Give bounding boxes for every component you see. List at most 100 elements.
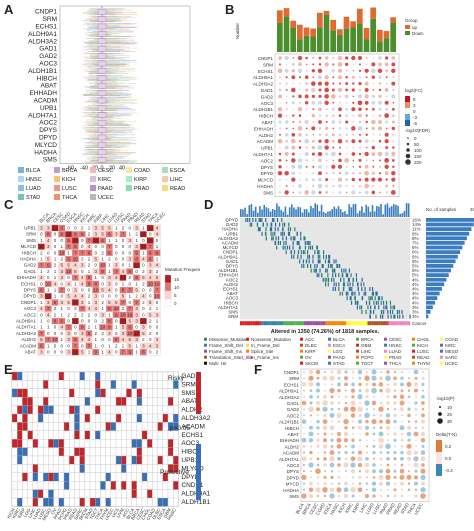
cancer-strip bbox=[393, 321, 396, 326]
mut-legend-label: Frame_Shift_Del bbox=[209, 343, 243, 348]
grid-cell bbox=[110, 405, 117, 415]
dot bbox=[311, 87, 316, 93]
grid-cell bbox=[147, 481, 153, 490]
dot bbox=[284, 68, 289, 73]
tmb-bar bbox=[344, 211, 346, 217]
grid-cell bbox=[157, 447, 163, 457]
cell-value: 10 bbox=[127, 331, 133, 336]
dot bbox=[323, 413, 327, 418]
tmb-bar bbox=[393, 204, 395, 217]
cell-value: 5 bbox=[81, 350, 84, 355]
cancer-legend-label: PRAD bbox=[389, 355, 402, 360]
cancer-legend-swatch bbox=[328, 361, 331, 365]
dot bbox=[366, 488, 368, 491]
cancer-strip bbox=[305, 321, 308, 326]
mutation-mark bbox=[310, 264, 312, 268]
cancer-strip bbox=[299, 321, 302, 326]
tmb-bar bbox=[365, 204, 367, 217]
grid-cell bbox=[95, 397, 101, 406]
cancer-label: PCPG bbox=[57, 507, 68, 521]
dot bbox=[352, 70, 354, 72]
cancer-legend-swatch bbox=[328, 343, 331, 347]
dot bbox=[420, 431, 426, 437]
dot bbox=[372, 82, 375, 85]
mutation-mark bbox=[297, 250, 300, 255]
gene-label: ECHS1 bbox=[258, 69, 274, 74]
cancer-strip-label: Cancer bbox=[412, 321, 427, 326]
grid-cell bbox=[48, 430, 54, 440]
grid-cell bbox=[136, 497, 143, 507]
dot bbox=[324, 87, 330, 93]
cell-value: 6 bbox=[74, 244, 77, 249]
tmb-bar bbox=[248, 205, 251, 217]
dot bbox=[364, 183, 370, 189]
dot bbox=[364, 190, 369, 195]
dot bbox=[358, 81, 362, 86]
mutation-mark bbox=[279, 241, 281, 245]
cancer-legend-swatch bbox=[412, 337, 415, 341]
grid-cell bbox=[152, 430, 158, 440]
cancer-strip bbox=[271, 321, 274, 326]
dot bbox=[372, 184, 375, 188]
grid-cell bbox=[48, 447, 54, 457]
mutation-mark bbox=[264, 231, 267, 236]
dot bbox=[407, 488, 411, 492]
cancer-strip bbox=[310, 321, 313, 326]
dot bbox=[284, 120, 289, 124]
grid-cell bbox=[63, 489, 70, 499]
dot bbox=[309, 425, 313, 430]
tmb-bar bbox=[322, 211, 325, 217]
cell-value: 4 bbox=[142, 257, 145, 262]
cancer-legend-swatch bbox=[412, 361, 415, 365]
mutation-mark bbox=[387, 310, 389, 314]
dot bbox=[325, 121, 328, 123]
grid-cell bbox=[79, 388, 85, 398]
mutation-mark bbox=[330, 264, 332, 268]
dot bbox=[366, 439, 368, 441]
dot bbox=[332, 127, 335, 130]
panel-a: A CNDP1 SRM ECHS1 ALDH9A1 ALDH3A2 GAD1 GAD2 AOC… bbox=[0, 0, 200, 201]
grid-cell bbox=[126, 464, 132, 473]
cell-value: 5 bbox=[149, 312, 152, 317]
cancer-label: THCA bbox=[406, 502, 416, 515]
cell-value: 5 bbox=[115, 300, 118, 305]
gene-label: AOC3 bbox=[39, 61, 57, 68]
dot bbox=[366, 408, 368, 411]
mutation-mark bbox=[286, 245, 289, 250]
dot bbox=[305, 108, 308, 111]
dot bbox=[386, 451, 390, 455]
dot bbox=[310, 476, 312, 479]
cell-value: 2 bbox=[88, 325, 91, 330]
gene-label: SMS bbox=[263, 190, 273, 195]
grid-cell bbox=[141, 371, 148, 381]
mutation-mark bbox=[291, 254, 293, 259]
cell-value: 5 bbox=[101, 232, 104, 237]
cancer-legend-label: UCEC bbox=[445, 361, 459, 365]
dot bbox=[331, 107, 335, 111]
mutation-mark bbox=[326, 277, 328, 282]
gene-percent: 4% bbox=[412, 282, 419, 287]
cell-value: 4 bbox=[149, 275, 152, 280]
dot bbox=[391, 56, 396, 60]
dot bbox=[325, 152, 329, 156]
cell-value: 5 bbox=[122, 294, 125, 299]
dot bbox=[291, 101, 295, 105]
gene-label: HIBCH bbox=[181, 449, 202, 456]
grid-cell bbox=[147, 371, 153, 381]
legend-down-swatch bbox=[405, 31, 410, 35]
cell-value: 2 bbox=[101, 319, 104, 324]
mutation-mark bbox=[350, 300, 353, 305]
grid-cell bbox=[126, 472, 132, 482]
grid-cell bbox=[100, 422, 106, 431]
dot bbox=[358, 376, 362, 380]
dot bbox=[365, 107, 368, 111]
dot bbox=[384, 158, 390, 163]
cell-value: 0 bbox=[54, 244, 57, 249]
grid-cell bbox=[32, 413, 39, 423]
grid-cell bbox=[126, 455, 132, 465]
gene-label: AOC3 bbox=[287, 463, 300, 468]
grid-cell bbox=[105, 413, 111, 423]
dot bbox=[392, 133, 395, 136]
dot bbox=[292, 191, 295, 194]
cell-value: 4 bbox=[67, 281, 70, 286]
